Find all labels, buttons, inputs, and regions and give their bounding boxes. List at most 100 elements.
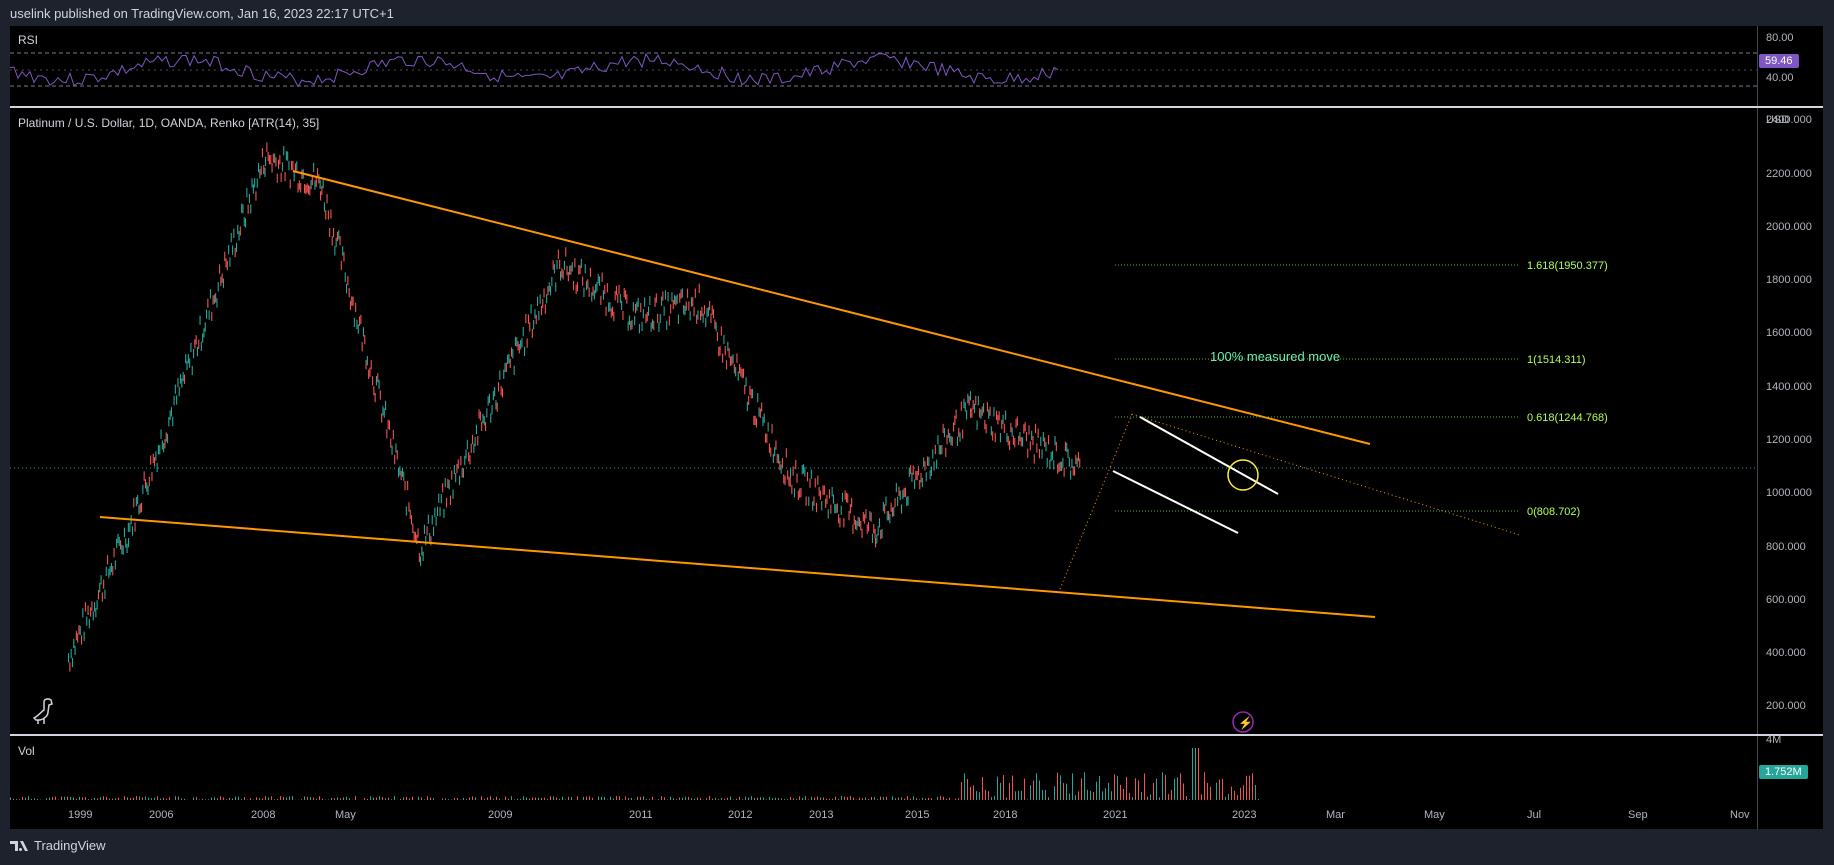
renko-brick <box>827 509 829 519</box>
renko-brick <box>968 396 970 406</box>
renko-brick <box>525 314 527 324</box>
renko-brick <box>847 493 849 503</box>
pane-separator-volume[interactable] <box>10 734 1823 736</box>
volume-bar <box>616 796 617 800</box>
renko-brick <box>226 260 228 271</box>
volume-bar <box>820 797 821 800</box>
renko-brick <box>928 456 930 467</box>
volume-bar <box>289 796 290 800</box>
volume-bar <box>1195 748 1196 800</box>
volume-bar <box>1042 789 1043 800</box>
renko-brick <box>835 504 837 514</box>
renko-brick <box>151 471 153 482</box>
renko-brick <box>821 501 823 511</box>
renko-brick <box>701 306 703 317</box>
volume-bar <box>673 798 674 800</box>
renko-brick <box>180 374 182 384</box>
renko-brick <box>425 536 427 546</box>
renko-brick <box>779 460 781 471</box>
renko-brick <box>746 401 748 412</box>
renko-brick <box>398 468 400 478</box>
renko-brick <box>825 498 827 508</box>
renko-brick <box>703 305 705 315</box>
renko-brick <box>877 526 879 536</box>
renko-brick <box>431 515 433 525</box>
renko-brick <box>565 247 567 257</box>
volume-bar <box>64 796 65 800</box>
renko-brick <box>561 268 563 278</box>
renko-brick <box>612 306 614 316</box>
volume-bar <box>994 796 995 800</box>
renko-brick <box>141 502 143 513</box>
volume-bars <box>10 748 1259 800</box>
renko-brick <box>753 415 755 426</box>
renko-brick <box>438 493 440 503</box>
renko-brick <box>239 226 241 236</box>
volume-bar <box>1081 778 1082 800</box>
volume-bar <box>1012 775 1013 800</box>
renko-brick <box>822 485 824 495</box>
volume-bar <box>100 797 101 800</box>
renko-brick <box>574 258 576 268</box>
volume-bar <box>331 797 332 800</box>
renko-brick <box>126 543 128 554</box>
rsi-chart[interactable] <box>10 26 1757 106</box>
renko-brick <box>357 324 359 334</box>
renko-brick <box>938 444 940 455</box>
renko-brick <box>334 246 336 256</box>
volume-bar <box>520 798 521 800</box>
renko-brick <box>83 631 85 641</box>
renko-brick <box>958 427 960 438</box>
price-tick: 2400.000 <box>1766 114 1812 127</box>
renko-brick <box>637 297 639 308</box>
renko-brick <box>353 317 355 328</box>
renko-brick <box>347 275 349 286</box>
upper-trendline <box>292 170 1371 445</box>
renko-brick <box>129 522 131 532</box>
volume-bar <box>1147 796 1148 800</box>
renko-brick <box>636 301 638 311</box>
volume-bar <box>691 798 692 800</box>
volume-chart[interactable] <box>10 736 1757 802</box>
volume-bar <box>799 796 800 800</box>
volume-bar <box>787 799 788 800</box>
volume-bar <box>511 796 512 800</box>
renko-brick <box>998 411 1000 421</box>
renko-brick <box>399 466 401 476</box>
renko-brick <box>266 142 268 152</box>
volume-bar <box>847 797 848 800</box>
renko-brick <box>507 354 509 365</box>
renko-brick <box>160 429 162 439</box>
renko-brick <box>498 382 500 392</box>
chart-frame[interactable] <box>10 26 1823 829</box>
renko-brick <box>976 420 978 430</box>
renko-brick <box>812 501 814 511</box>
renko-brick <box>511 347 513 357</box>
renko-brick <box>765 433 767 443</box>
volume-bar <box>1150 794 1151 800</box>
renko-brick <box>668 316 670 326</box>
renko-brick <box>744 384 746 395</box>
volume-bar <box>367 798 368 800</box>
renko-brick <box>176 395 178 405</box>
renko-brick <box>127 522 129 532</box>
renko-brick <box>481 421 483 431</box>
pane-separator-rsi[interactable] <box>10 106 1823 108</box>
renko-brick <box>1046 457 1048 468</box>
renko-brick <box>852 524 854 534</box>
renko-brick <box>490 413 492 423</box>
renko-brick <box>296 161 298 171</box>
renko-brick <box>985 424 987 434</box>
volume-bar <box>526 797 527 800</box>
renko-brick <box>377 373 379 383</box>
time-tick: 2015 <box>905 809 930 821</box>
volume-bar <box>697 797 698 800</box>
main-chart[interactable]: 1.618(1950.377) 1(1514.311) 0.618(1244.7… <box>10 108 1757 734</box>
renko-brick <box>694 288 696 298</box>
renko-brick <box>722 353 724 363</box>
renko-brick <box>293 172 295 182</box>
volume-value-badge: 1.752M <box>1759 765 1808 779</box>
renko-brick <box>1049 459 1051 470</box>
renko-brick <box>758 407 760 417</box>
renko-brick <box>475 424 477 434</box>
